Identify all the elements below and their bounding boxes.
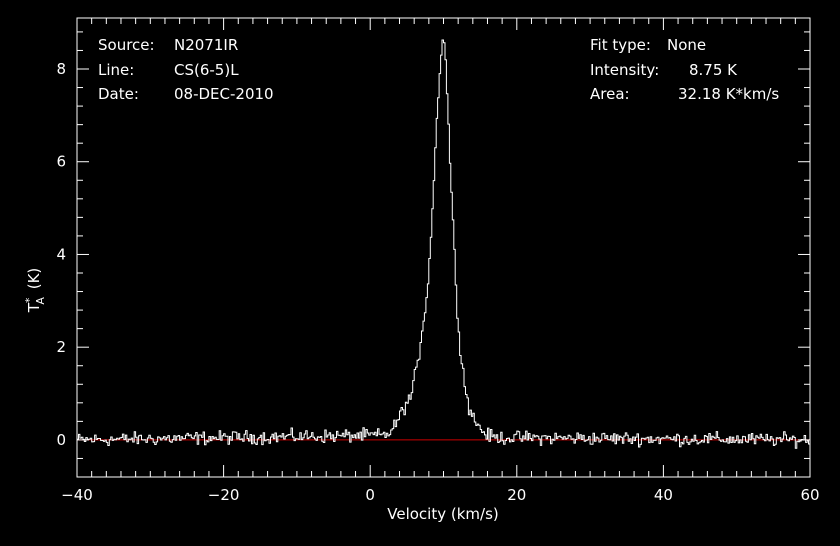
intensity-label: Intensity:: [590, 61, 659, 79]
fit-type-label: Fit type:: [590, 36, 651, 54]
x-tick-label: 0: [365, 486, 375, 504]
x-tick-label: 40: [654, 486, 673, 504]
source-label: Source:: [98, 36, 155, 54]
x-tick-label: 60: [800, 486, 819, 504]
x-tick-label: −40: [61, 486, 93, 504]
spectrum-line: [77, 39, 810, 449]
area-value: 32.18 K*km/s: [678, 85, 779, 103]
line-value: CS(6-5)L: [174, 61, 239, 79]
x-tick-label: −20: [208, 486, 240, 504]
date-value: 08-DEC-2010: [174, 85, 274, 103]
y-tick-label: 0: [56, 431, 66, 449]
y-tick-label: 8: [56, 60, 66, 78]
intensity-value: 8.75 K: [689, 61, 738, 79]
y-tick-label: 4: [56, 245, 66, 263]
x-axis-label: Velocity (km/s): [387, 505, 498, 523]
fit-type-value: None: [667, 36, 706, 54]
y-tick-label: 2: [56, 338, 66, 356]
area-label: Area:: [590, 85, 630, 103]
y-tick-label: 6: [56, 153, 66, 171]
date-label: Date:: [98, 85, 139, 103]
line-label: Line:: [98, 61, 134, 79]
source-value: N2071IR: [174, 36, 238, 54]
x-tick-label: 20: [507, 486, 526, 504]
